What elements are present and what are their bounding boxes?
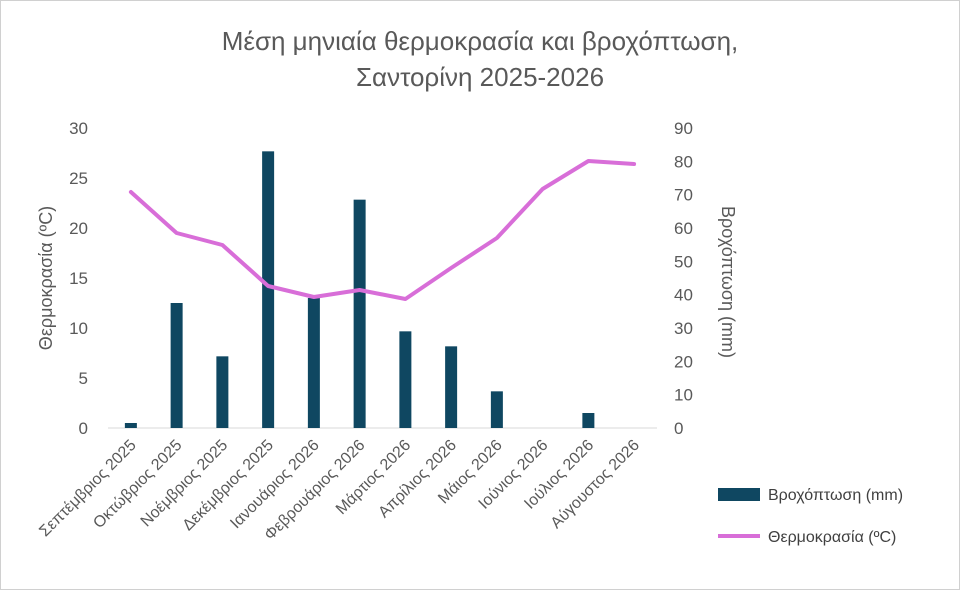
rainfall-bar (170, 303, 183, 428)
chart-title-line-1: Μέση μηνιαία θερμοκρασία και βροχόπτωση, (221, 26, 739, 56)
left-tick-label: 0 (79, 419, 88, 438)
right-tick-label: 60 (674, 219, 693, 238)
right-tick-label: 80 (674, 152, 693, 171)
right-axis-label: Βροχόπτωση (mm) (718, 206, 738, 358)
left-tick-label: 15 (69, 269, 88, 288)
left-axis-ticks: 0 5 10 15 20 25 30 (69, 119, 88, 438)
rainfall-bar (490, 391, 503, 428)
temperature-line-group (128, 159, 637, 301)
rainfall-bar (124, 423, 137, 428)
left-axis-label: Θερμοκρασία (ºC) (36, 206, 56, 350)
rainfall-bar (353, 199, 366, 428)
legend: Βροχόπτωση (mm) Θερμοκρασία (ºC) (718, 487, 903, 546)
temperature-line (128, 159, 637, 301)
chart-title-line-2: Σαντορίνη 2025-2026 (355, 62, 605, 92)
right-axis-ticks: 0 10 20 30 40 50 60 70 80 90 (674, 119, 693, 438)
right-tick-label: 0 (674, 419, 683, 438)
left-tick-label: 25 (69, 169, 88, 188)
right-tick-label: 10 (674, 386, 693, 405)
right-tick-label: 70 (674, 186, 693, 205)
right-tick-label: 40 (674, 286, 693, 305)
rainfall-bar (307, 298, 320, 428)
left-tick-label: 10 (69, 319, 88, 338)
rainfall-bar (445, 346, 458, 428)
left-tick-label: 5 (79, 369, 88, 388)
right-tick-label: 50 (674, 252, 693, 271)
x-tick-label: Αύγουστος 2026 (548, 437, 643, 532)
right-tick-label: 90 (674, 119, 693, 138)
x-tick-label: Απρίλιος 2026 (375, 437, 460, 522)
rainfall-bar (582, 413, 595, 428)
rainfall-bar (262, 151, 275, 429)
legend-rainfall-swatch (718, 488, 760, 501)
left-tick-label: 20 (69, 219, 88, 238)
rainfall-bar (216, 356, 229, 428)
left-tick-label: 30 (69, 119, 88, 138)
rainfall-bar (399, 331, 412, 428)
legend-temperature-label: Θερμοκρασία (ºC) (768, 529, 896, 546)
legend-rainfall-label: Βροχόπτωση (mm) (768, 487, 903, 504)
right-tick-label: 30 (674, 319, 693, 338)
rainfall-bars (124, 151, 595, 429)
right-tick-label: 20 (674, 352, 693, 371)
